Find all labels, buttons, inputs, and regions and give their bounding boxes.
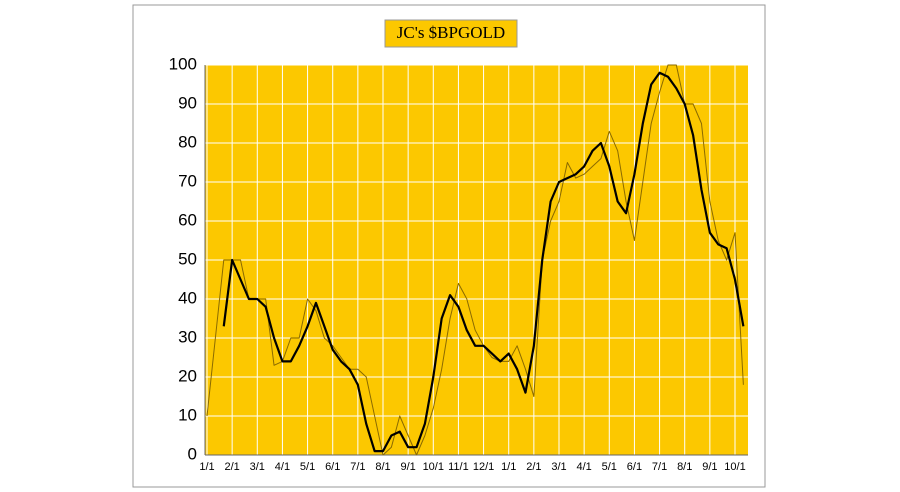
y-tick-label: 0 <box>188 444 197 463</box>
y-tick-label: 70 <box>178 171 197 190</box>
chart-title: JC's $BPGOLD <box>397 23 505 42</box>
x-tick-label: 2/1 <box>526 461 541 473</box>
x-tick-label: 5/1 <box>602 461 617 473</box>
y-tick-label: 80 <box>178 132 197 151</box>
x-tick-label: 8/1 <box>677 461 692 473</box>
x-tick-label: 9/1 <box>400 461 415 473</box>
x-tick-label: 3/1 <box>551 461 566 473</box>
y-tick-label: 100 <box>169 54 197 73</box>
data-line <box>206 64 744 456</box>
x-tick-label: 10/1 <box>423 461 444 473</box>
x-tick-label: 1/1 <box>199 461 214 473</box>
x-tick-label: 6/1 <box>325 461 340 473</box>
x-tick-label: 2/1 <box>224 461 239 473</box>
x-tick-label: 5/1 <box>300 461 315 473</box>
x-tick-label: 1/1 <box>501 461 516 473</box>
y-tick-label: 90 <box>178 93 197 112</box>
x-tick-label: 7/1 <box>350 461 365 473</box>
y-tick-label: 60 <box>178 210 197 229</box>
y-tick-label: 40 <box>178 288 197 307</box>
x-tick-label: 4/1 <box>275 461 290 473</box>
y-tick-label: 10 <box>178 405 197 424</box>
x-tick-label: 3/1 <box>250 461 265 473</box>
x-tick-label: 8/1 <box>375 461 390 473</box>
y-tick-label: 20 <box>178 366 197 385</box>
y-tick-label: 30 <box>178 327 197 346</box>
title-box <box>384 19 518 48</box>
x-tick-label: 12/1 <box>473 461 494 473</box>
y-tick-label: 50 <box>178 249 197 268</box>
x-tick-label: 6/1 <box>627 461 642 473</box>
x-tick-label: 9/1 <box>702 461 717 473</box>
x-tick-label: 10/1 <box>724 461 745 473</box>
x-tick-label: 4/1 <box>576 461 591 473</box>
x-tick-label: 11/1 <box>448 461 469 473</box>
data-line <box>222 71 745 453</box>
x-tick-label: 7/1 <box>652 461 667 473</box>
